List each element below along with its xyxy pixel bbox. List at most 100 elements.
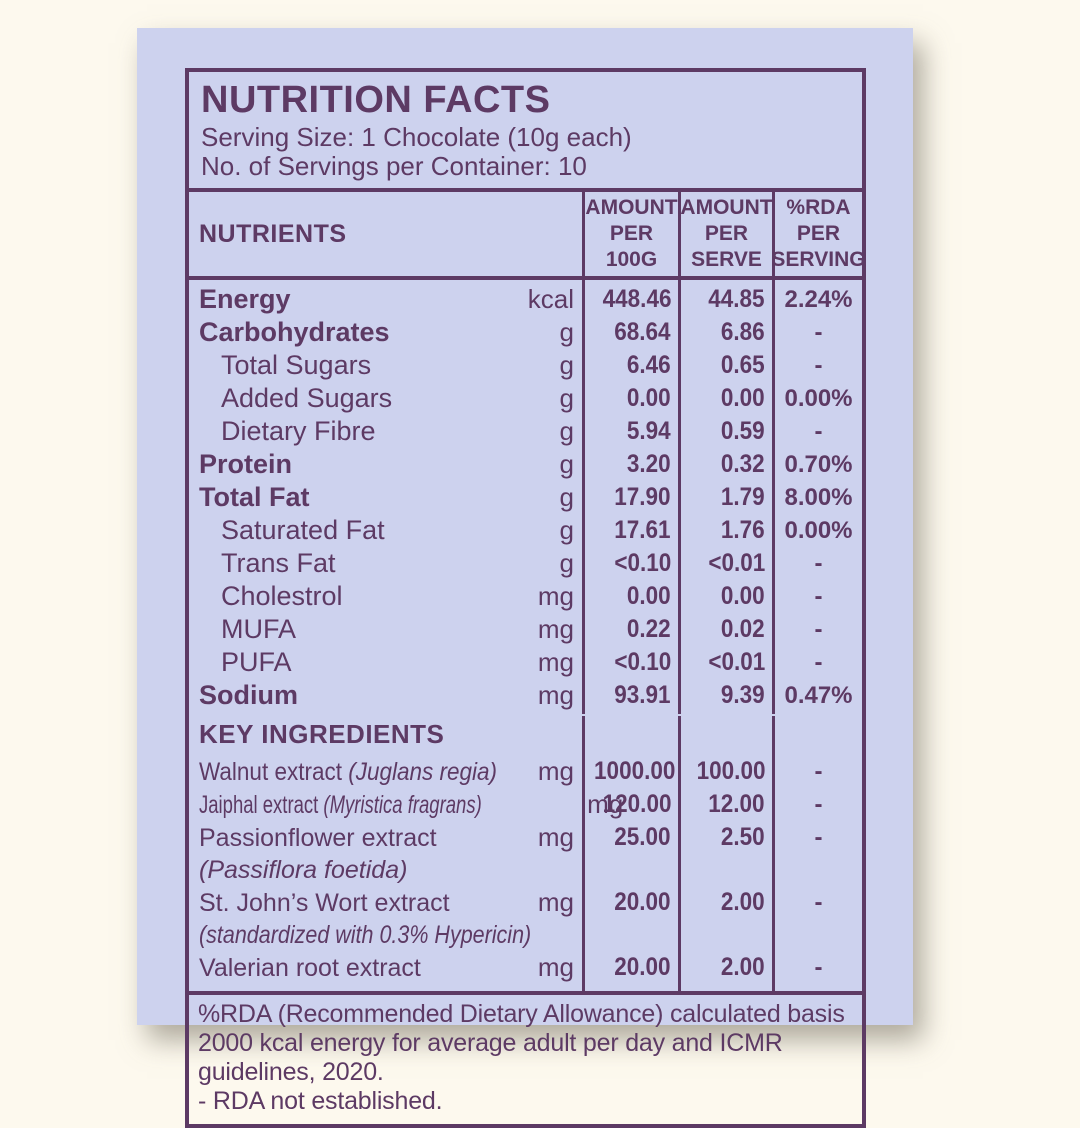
page: { "colors":{ "background":"#fdf9ee", "pa…	[137, 28, 913, 1128]
value: -	[814, 319, 823, 346]
column-header-nutrients: NUTRIENTS	[199, 220, 347, 248]
nutrient-cell: Sodium mg	[189, 681, 582, 714]
nutrient-label: Jaiphal extract	[199, 791, 319, 819]
amount-per-100g-cell: 68.64	[582, 318, 678, 351]
unit-label: g	[559, 548, 574, 578]
rda-per-serving-cell: -	[772, 823, 862, 888]
value: 6.46	[627, 351, 671, 379]
unit-label: mg	[537, 680, 574, 710]
rda-per-serving-cell: 0.47%	[772, 681, 862, 714]
table-row: Protein g 3.20 0.32 0.70%	[189, 450, 862, 483]
botanical-name: (Myristica fragrans)	[318, 791, 482, 819]
unit-label: mg	[537, 647, 574, 677]
unit-label: g	[559, 449, 574, 479]
value: 0.02	[721, 615, 765, 643]
nutrient-label: PUFA	[221, 647, 292, 677]
nutrient-sublabel: (standardized with 0.3% Hypericin)	[199, 921, 532, 949]
servings-per-container-text: No. of Servings per Container: 10	[201, 151, 587, 181]
column-header-rda-per-serving: %RDA PER SERVING	[771, 192, 866, 276]
amount-per-100g-cell: 3.20	[582, 450, 678, 483]
nutrient-label: Trans Fat	[221, 548, 336, 578]
table-row: Added Sugars g 0.00 0.00 0.00%	[189, 384, 862, 417]
unit-label: mg	[537, 952, 574, 982]
amount-per-serve-cell: 0.00	[678, 582, 772, 615]
rda-per-serving-cell: 2.24%	[772, 280, 862, 318]
unit-label: kcal	[527, 284, 574, 314]
value: <0.01	[708, 648, 765, 676]
value: 1.79	[721, 483, 765, 511]
value: 0.00	[627, 582, 671, 610]
value: -	[814, 889, 823, 916]
unit-label: mg	[537, 756, 574, 786]
nutrient-cell: Protein g	[189, 450, 582, 483]
nutrient-label: Protein	[199, 449, 293, 479]
amount-per-100g-cell: 120.00	[582, 790, 678, 823]
nutrient-cell: Cholestrol mg	[189, 582, 582, 615]
nutrient-label: Walnut extract	[199, 758, 342, 786]
rda-per-serving-cell: -	[772, 888, 862, 953]
amount-per-serve-cell: 1.76	[678, 516, 772, 549]
amount-per-100g-cell: 1000.00	[582, 757, 678, 790]
value: 1.76	[721, 516, 765, 544]
amount-per-serve-cell: 12.00	[678, 790, 772, 823]
amount-per-100g-cell: 6.46	[582, 351, 678, 384]
rda-per-serving-cell: -	[772, 953, 862, 991]
value: 2.00	[721, 953, 765, 981]
amount-per-serve-cell: 0.32	[678, 450, 772, 483]
unit-label: mg	[537, 887, 574, 917]
rda-per-serving-cell: -	[772, 549, 862, 582]
nutrient-label: Sodium	[199, 680, 298, 710]
unit-label: g	[559, 317, 574, 347]
value: 12.00	[708, 790, 765, 818]
table-row: Trans Fat g <0.10 <0.01 -	[189, 549, 862, 582]
amount-per-100g-cell: 448.46	[582, 280, 678, 318]
unit-label: mg	[537, 581, 574, 611]
nutrient-cell: St. John’s Wort extract mg (standardized w…	[189, 888, 582, 953]
amount-per-100g-cell: 0.00	[582, 384, 678, 417]
value: -	[814, 583, 823, 610]
value: 0.32	[721, 450, 765, 478]
amount-per-serve-cell: 0.02	[678, 615, 772, 648]
value: 0.70%	[784, 451, 853, 478]
table-row: Sodium mg 93.91 9.39 0.47%	[189, 681, 862, 714]
footnote-box: %RDA (Recommended Dietary Allowance) cal…	[185, 991, 866, 1128]
value: -	[814, 418, 823, 445]
value: <0.10	[614, 549, 671, 577]
value: 44.85	[708, 285, 765, 313]
amount-per-100g-cell: 17.90	[582, 483, 678, 516]
value: 0.00%	[784, 385, 853, 412]
column-header-amount-per-serve: AMOUNT PER SERVE	[678, 192, 773, 276]
rda-per-serving-cell: -	[772, 648, 862, 681]
nutrient-cell: MUFA mg	[189, 615, 582, 648]
key-ingredients-heading: KEY INGREDIENTS	[199, 719, 445, 749]
nutrient-label: Dietary Fibre	[221, 416, 376, 446]
amount-per-100g-cell: 25.00	[582, 823, 678, 888]
value: 0.65	[721, 351, 765, 379]
value: 8.00%	[784, 484, 853, 511]
table-row: PUFA mg <0.10 <0.01 -	[189, 648, 862, 681]
table-header-row: NUTRIENTS AMOUNT PER 100G AMOUNT PER SER…	[189, 192, 866, 280]
rda-per-serving-cell: -	[772, 582, 862, 615]
rda-per-serving-cell: -	[772, 417, 862, 450]
value: 3.20	[627, 450, 671, 478]
value: 120.00	[602, 790, 671, 818]
rda-per-serving-cell: -	[772, 790, 862, 823]
value: 1000.00	[594, 757, 676, 785]
amount-per-serve-cell: <0.01	[678, 549, 772, 582]
value: -	[814, 758, 823, 785]
botanical-name: (Juglans regia)	[341, 758, 498, 786]
nutrient-cell: Energy kcal	[189, 280, 582, 318]
amount-per-100g-cell: <0.10	[582, 549, 678, 582]
nutrient-label: Total Fat	[199, 482, 310, 512]
nutrient-label: Passionflower extract	[199, 824, 437, 852]
value: 17.90	[614, 483, 671, 511]
amount-per-serve-cell: 2.00	[678, 888, 772, 953]
value: 2.00	[721, 888, 765, 916]
dash-footnote: - RDA not established.	[198, 1087, 443, 1115]
value: -	[814, 954, 823, 981]
value: 0.59	[721, 417, 765, 445]
nutrient-cell: Dietary Fibre g	[189, 417, 582, 450]
table-row: Carbohydrates g 68.64 6.86 -	[189, 318, 862, 351]
unit-label: mg	[537, 614, 574, 644]
label-header: NUTRITION FACTS Serving Size: 1 Chocolat…	[185, 68, 866, 192]
